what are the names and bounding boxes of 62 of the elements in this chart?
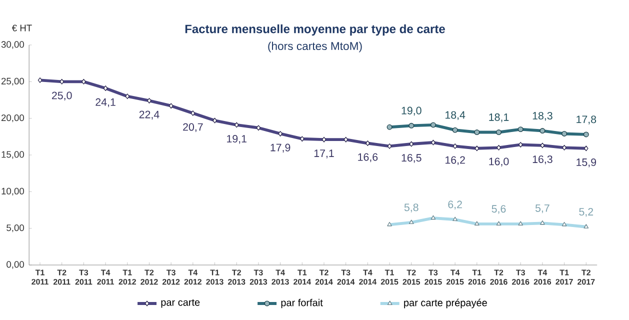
data-label: 24,1	[96, 98, 116, 108]
x-tick-label: T2 2012	[140, 270, 158, 285]
x-tick-label: T3 2016	[512, 270, 530, 285]
data-label: 16,2	[446, 156, 465, 166]
x-tick-label: T3 2014	[337, 270, 355, 285]
legend-label: par carte prépayée	[404, 298, 487, 308]
chart-subtitle: (hors cartes MtoM)	[268, 42, 362, 52]
x-tick-label: T2 2017	[578, 270, 595, 285]
x-tick-label: T1 2016	[468, 270, 486, 285]
y-axis-title: € HT	[12, 24, 32, 32]
data-label: 16,6	[358, 153, 378, 162]
data-label: 22,4	[139, 110, 160, 120]
x-tick-label: T4 2014	[359, 270, 377, 285]
y-tick-label: 5,00	[6, 224, 24, 232]
x-tick-label: T3 2011	[75, 270, 92, 285]
data-label: 16,3	[532, 156, 552, 164]
data-label: 5,2	[579, 208, 594, 217]
x-tick-label: T2 2015	[402, 270, 420, 285]
x-tick-label: T4 2011	[97, 270, 114, 285]
data-label: 18,1	[489, 113, 509, 122]
data-label: 5,8	[404, 204, 418, 212]
x-tick-label: T3 2013	[250, 270, 268, 285]
x-tick-label: T2 2016	[490, 270, 508, 285]
chart-title: Facture mensuelle moyenne par type de carte	[185, 24, 445, 36]
x-tick-label: T2 2013	[228, 270, 246, 285]
data-label: 17,1	[314, 150, 334, 158]
data-label: 5,7	[535, 204, 550, 214]
data-label: 15,9	[576, 158, 596, 168]
data-label: 16,0	[489, 158, 509, 167]
y-tick-label: 25,00	[1, 78, 24, 86]
data-label: 18,3	[532, 112, 552, 121]
y-tick-label: 15,00	[2, 151, 24, 159]
data-label: 19,0	[402, 106, 422, 116]
x-tick-label: T1 2011	[32, 270, 48, 285]
x-tick-label: T1 2015	[380, 270, 398, 285]
x-tick-label: T1 2013	[206, 270, 224, 285]
x-tick-label: T2 2011	[53, 270, 70, 285]
data-label: 5,6	[492, 205, 506, 214]
y-tick-label: 10,00	[2, 188, 24, 196]
y-tick-label: 0,00	[6, 261, 24, 269]
data-label: 19,1	[227, 134, 246, 144]
y-tick-label: 20,00	[1, 114, 24, 122]
x-tick-label: T4 2012	[184, 270, 202, 285]
data-label: 20,7	[183, 123, 203, 132]
x-tick-label: T2 2014	[315, 270, 333, 285]
legend-label: par carte	[161, 299, 200, 308]
x-tick-label: T1 2012	[118, 270, 136, 285]
data-label: 25,0	[52, 92, 72, 101]
x-tick-label: T3 2012	[162, 270, 180, 285]
x-tick-label: T1 2014	[294, 270, 312, 285]
y-tick-label: 30,00	[1, 41, 24, 49]
x-tick-label: T3 2015	[424, 270, 442, 285]
data-label: 18,4	[446, 111, 466, 120]
data-label: 17,9	[270, 144, 290, 153]
x-tick-label: T4 2016	[534, 270, 552, 285]
x-tick-label: T4 2013	[272, 270, 289, 285]
data-label: 6,2	[448, 200, 462, 210]
x-tick-label: T4 2015	[446, 270, 464, 285]
legend-label: par forfait	[281, 298, 323, 308]
x-tick-label: T1 2017	[556, 270, 573, 285]
data-label: 17,8	[576, 116, 596, 124]
data-label: 16,5	[402, 154, 422, 163]
